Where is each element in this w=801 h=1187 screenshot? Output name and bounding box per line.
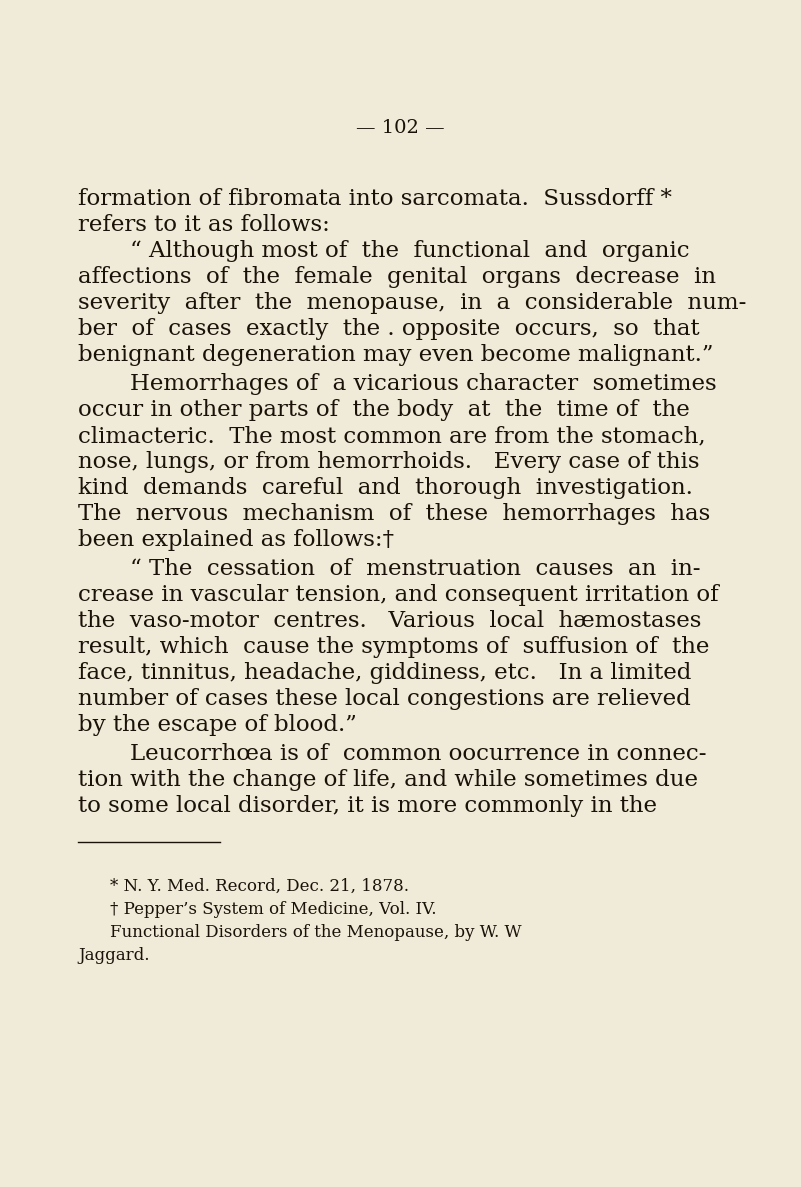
Text: kind  demands  careful  and  thorough  investigation.: kind demands careful and thorough invest… bbox=[78, 477, 693, 499]
Text: crease in vascular tension, and consequent irritation of: crease in vascular tension, and conseque… bbox=[78, 584, 718, 607]
Text: severity  after  the  menopause,  in  a  considerable  num-: severity after the menopause, in a consi… bbox=[78, 292, 747, 315]
Text: nose, lungs, or from hemorrhoids.   Every case of this: nose, lungs, or from hemorrhoids. Every … bbox=[78, 451, 699, 472]
Text: † Pepper’s System of Medicine, Vol. IV.: † Pepper’s System of Medicine, Vol. IV. bbox=[110, 901, 437, 918]
Text: been explained as follows:†: been explained as follows:† bbox=[78, 529, 394, 551]
Text: result, which  cause the symptoms of  suffusion of  the: result, which cause the symptoms of suff… bbox=[78, 636, 710, 658]
Text: the  vaso-motor  centres.   Various  local  hæmostases: the vaso-motor centres. Various local hæ… bbox=[78, 610, 702, 631]
Text: Leucorrhœa is of  common oocurrence in connec-: Leucorrhœa is of common oocurrence in co… bbox=[130, 743, 706, 764]
Text: number of cases these local congestions are relieved: number of cases these local congestions … bbox=[78, 688, 690, 710]
Text: — 102 —: — 102 — bbox=[356, 119, 445, 137]
Text: Jaggard.: Jaggard. bbox=[78, 947, 150, 964]
Text: The  nervous  mechanism  of  these  hemorrhages  has: The nervous mechanism of these hemorrhag… bbox=[78, 503, 710, 525]
Text: by the escape of blood.”: by the escape of blood.” bbox=[78, 715, 357, 736]
Text: Functional Disorders of the Menopause, by W. W: Functional Disorders of the Menopause, b… bbox=[110, 923, 521, 941]
Text: benignant degeneration may even become malignant.”: benignant degeneration may even become m… bbox=[78, 344, 714, 366]
Text: formation of fibromata into sarcomata.  Sussdorff *: formation of fibromata into sarcomata. S… bbox=[78, 188, 672, 210]
Text: refers to it as follows:: refers to it as follows: bbox=[78, 214, 330, 236]
Text: face, tinnitus, headache, giddiness, etc.   In a limited: face, tinnitus, headache, giddiness, etc… bbox=[78, 662, 691, 684]
Text: Hemorrhages of  a vicarious character  sometimes: Hemorrhages of a vicarious character som… bbox=[130, 373, 717, 395]
Text: “ Although most of  the  functional  and  organic: “ Although most of the functional and or… bbox=[130, 240, 690, 262]
Text: tion with the change of life, and while sometimes due: tion with the change of life, and while … bbox=[78, 769, 698, 791]
Text: * N. Y. Med. Record, Dec. 21, 1878.: * N. Y. Med. Record, Dec. 21, 1878. bbox=[110, 878, 409, 895]
Text: “ The  cessation  of  menstruation  causes  an  in-: “ The cessation of menstruation causes a… bbox=[130, 558, 701, 580]
Text: occur in other parts of  the body  at  the  time of  the: occur in other parts of the body at the … bbox=[78, 399, 690, 421]
Text: to some local disorder, it is more commonly in the: to some local disorder, it is more commo… bbox=[78, 795, 657, 817]
Text: affections  of  the  female  genital  organs  decrease  in: affections of the female genital organs … bbox=[78, 266, 716, 288]
Text: ber  of  cases  exactly  the . opposite  occurs,  so  that: ber of cases exactly the . opposite occu… bbox=[78, 318, 699, 339]
Text: climacteric.  The most common are from the stomach,: climacteric. The most common are from th… bbox=[78, 425, 706, 447]
